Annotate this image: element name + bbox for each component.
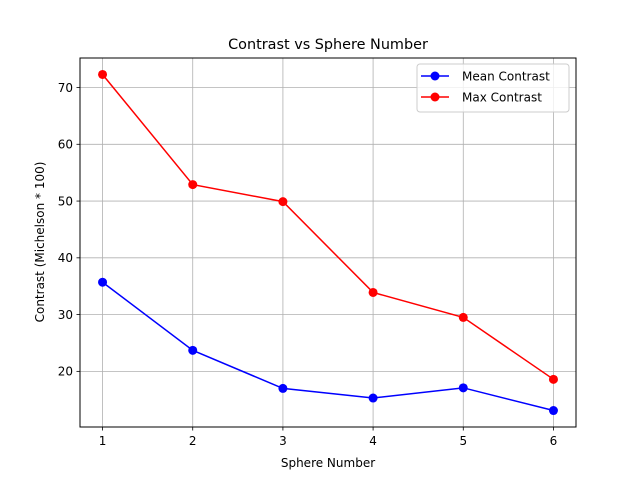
legend: Mean Contrast Max Contrast	[416, 63, 570, 113]
data-point-mean-contrast	[368, 393, 378, 403]
data-point-max-contrast	[368, 287, 378, 297]
x-axis-label: Sphere Number	[281, 456, 375, 470]
legend-marker-max-contrast	[430, 92, 440, 102]
series-layer	[98, 69, 558, 416]
data-point-max-contrast	[458, 312, 468, 322]
y-tick-label: 70	[58, 81, 73, 95]
y-tick-label: 60	[58, 138, 73, 152]
data-point-mean-contrast	[458, 383, 468, 393]
chart-title: Contrast vs Sphere Number	[228, 37, 428, 53]
series-line-max-contrast	[101, 73, 554, 380]
data-point-mean-contrast	[98, 277, 108, 287]
data-point-mean-contrast	[278, 383, 288, 393]
x-tick-label: 4	[369, 434, 377, 448]
y-axis-label: Contrast (Michelson * 100)	[33, 162, 47, 323]
data-point-max-contrast	[278, 197, 288, 207]
legend-label-max-contrast: Max Contrast	[462, 91, 542, 105]
y-tick-label: 30	[58, 308, 73, 322]
y-tick-label: 50	[58, 194, 73, 208]
data-point-max-contrast	[548, 374, 558, 384]
legend-marker-mean-contrast	[430, 71, 440, 81]
legend-label-mean-contrast: Mean Contrast	[462, 70, 550, 84]
x-tick-label: 3	[279, 434, 287, 448]
data-point-mean-contrast	[548, 406, 558, 416]
x-tick-label: 5	[459, 434, 467, 448]
x-tick-label: 2	[189, 434, 197, 448]
plot-frame	[79, 57, 577, 428]
x-tick-label: 1	[99, 434, 107, 448]
series-line-mean-contrast	[102, 281, 554, 412]
y-tick-label: 20	[58, 365, 73, 379]
data-point-max-contrast	[98, 69, 108, 79]
legend-box	[416, 63, 570, 113]
data-point-max-contrast	[188, 180, 198, 190]
data-point-mean-contrast	[188, 345, 198, 355]
grid	[80, 58, 576, 427]
axis-ticks: 1 2 3 4 5 6 20 30 40 50 60 70	[58, 81, 558, 448]
x-tick-label: 6	[550, 434, 558, 448]
y-tick-label: 40	[58, 251, 73, 265]
